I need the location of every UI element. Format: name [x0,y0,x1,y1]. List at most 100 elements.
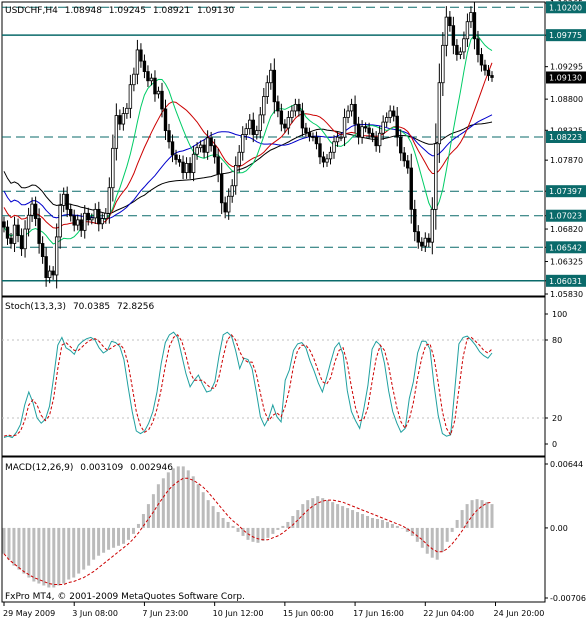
macd-panel-frame [1,456,546,603]
candle [40,236,45,264]
candle-body [107,187,112,214]
candle [163,99,168,140]
candle-body [304,127,308,133]
macd-bar [291,516,295,528]
candle [181,155,185,180]
candle-body [104,212,108,219]
stoch-panel-frame [1,296,546,457]
candle [448,11,452,32]
candle [262,87,266,124]
candle [26,207,31,237]
macd-bar [326,500,330,528]
candle [54,223,59,289]
candle [128,74,133,119]
macd-bar [256,527,260,543]
candle-body [181,161,185,174]
candle [388,105,392,124]
macd-bar [151,494,155,528]
candle [90,213,94,225]
candle-body [114,115,119,149]
candle [72,209,76,232]
candle [304,122,308,138]
candle-body [125,107,129,114]
candle-body [135,49,140,75]
candle [69,203,73,222]
macd-bar [490,504,494,528]
macd-bar [12,527,16,566]
macd-label: MACD(12,26,9) [5,463,73,473]
candle [226,188,231,220]
candle [111,134,115,202]
stoch-tick-label: 100 [552,310,567,319]
candle [93,203,97,224]
open-value: 1.08948 [65,6,102,16]
macd-bar [331,502,335,528]
candle-body [434,143,438,210]
candle-body [441,44,445,84]
macd-bar [191,476,195,528]
stoch-main-line [3,331,493,439]
candle [76,214,80,231]
candle-body [33,203,38,219]
candle-body [283,123,287,129]
candle [279,103,284,132]
level-badge-label-0: 1.10200 [549,3,582,12]
candle-body [293,103,298,112]
price-tick-label: 1.08800 [550,95,583,104]
candle-body [311,136,315,138]
level-badge-6 [546,274,586,287]
candle [205,130,210,160]
candle-body [370,132,375,138]
candle-body [262,96,266,116]
candle-body [195,147,199,155]
candle-body [363,126,368,129]
candle-body [160,90,164,110]
macd-tick-label: 0.00 [550,524,568,533]
candle [420,237,424,252]
candle-body [413,208,417,233]
candle-body [469,12,473,23]
macd-bar [361,514,365,528]
macd-bar [117,527,121,546]
candle-body [430,208,435,243]
candlesticks [2,2,494,289]
candle [363,122,368,133]
level-badge-4 [546,209,586,222]
macd-bar [276,527,280,530]
symbol-label: USDCHF,H4 [5,6,58,16]
macd-bar [221,517,225,528]
candle-body [272,69,277,103]
time-tick-label: 15 Jun 00:00 [283,609,334,618]
macd-tick-label: -0.00706 [550,594,586,603]
candle [258,107,262,139]
macd-bar [7,527,11,560]
macd-bar [146,504,150,528]
candle-body [26,214,31,230]
macd-bar [236,527,240,532]
stoch-tick-label: 80 [552,336,562,345]
level-badge-label-3: 1.07397 [549,187,582,196]
macd-bar [112,527,116,548]
stoch-main-value: 70.0385 [73,302,110,312]
macd-bar [390,523,394,528]
macd-bar [171,468,175,528]
candle [83,205,87,239]
candle [47,265,52,284]
candle-body [455,44,459,55]
candle [346,105,350,124]
candle [37,208,41,254]
candle [198,140,203,153]
macd-bar [97,527,101,556]
candle-body [307,132,312,137]
candle [462,31,466,60]
candle-body [476,38,480,55]
candle-body [321,156,326,163]
candle [286,110,291,135]
macd-bar [226,521,230,528]
candle-body [37,218,41,244]
candle-body [153,77,157,95]
candle [356,116,361,145]
macd-bar [400,527,404,529]
macd-bar [156,484,160,528]
